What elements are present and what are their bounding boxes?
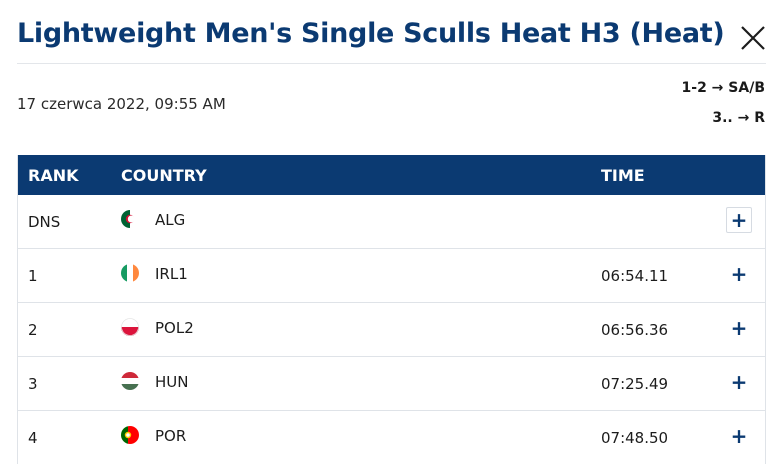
rank-cell: 1 xyxy=(28,267,38,285)
close-icon xyxy=(741,26,765,50)
rank-cell: 3 xyxy=(28,375,38,393)
time-cell: 07:25.49 xyxy=(601,375,669,393)
country-code: IRL1 xyxy=(155,265,188,283)
column-header-rank: RANK xyxy=(28,166,79,185)
progression-rule: 1-2 → SA/B xyxy=(681,80,765,96)
plus-icon[interactable]: + xyxy=(730,262,748,286)
race-date: 17 czerwca 2022, 09:55 AM xyxy=(17,95,226,113)
progression-rule: 3.. → R xyxy=(712,110,765,126)
page-title: Lightweight Men's Single Sculls Heat H3 … xyxy=(17,18,725,49)
close-button[interactable] xyxy=(739,24,767,52)
rank-cell: 2 xyxy=(28,321,38,339)
country-code: HUN xyxy=(155,373,189,391)
rank-cell: DNS xyxy=(28,213,61,231)
table-row[interactable]: DNS ALG + xyxy=(18,195,765,249)
plus-icon[interactable]: + xyxy=(730,370,748,394)
alg-flag-icon xyxy=(121,210,139,228)
plus-icon[interactable]: + xyxy=(726,207,752,233)
column-header-country: COUNTRY xyxy=(121,166,207,185)
table-row[interactable]: 4 POR 07:48.50 + xyxy=(18,411,765,464)
time-cell: 06:54.11 xyxy=(601,267,669,285)
country-code: POR xyxy=(155,427,187,445)
table-row[interactable]: 2 POL2 06:56.36 + xyxy=(18,303,765,357)
results-table: RANK COUNTRY TIME DNS ALG + 1 xyxy=(17,155,766,464)
plus-icon[interactable]: + xyxy=(730,424,748,448)
hun-flag-icon xyxy=(121,372,139,390)
table-row[interactable]: 3 HUN 07:25.49 + xyxy=(18,357,765,411)
irl-flag-icon xyxy=(121,264,139,282)
time-cell: 06:56.36 xyxy=(601,321,669,339)
table-header: RANK COUNTRY TIME xyxy=(18,155,765,195)
country-code: ALG xyxy=(155,211,186,229)
table-row[interactable]: 1 IRL1 06:54.11 + xyxy=(18,249,765,303)
rank-cell: 4 xyxy=(28,429,38,447)
column-header-time: TIME xyxy=(601,166,645,185)
time-cell: 07:48.50 xyxy=(601,429,669,447)
header-divider xyxy=(17,63,766,64)
por-flag-icon xyxy=(121,426,139,444)
country-code: POL2 xyxy=(155,319,194,337)
pol-flag-icon xyxy=(121,318,139,336)
plus-icon[interactable]: + xyxy=(730,316,748,340)
